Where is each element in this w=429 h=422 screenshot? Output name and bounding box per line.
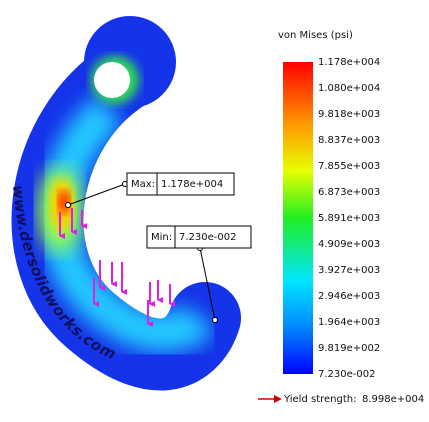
min-label: Min: xyxy=(151,232,172,243)
color-bar xyxy=(283,62,313,374)
min-value: 7.230e-002 xyxy=(179,232,236,243)
legend-label: 7.230e-002 xyxy=(318,369,375,380)
legend-label: 1.178e+004 xyxy=(318,57,380,68)
yield-label: Yield strength: xyxy=(283,394,356,405)
legend-label: 1.080e+004 xyxy=(318,83,380,94)
legend-label: 9.818e+003 xyxy=(318,109,380,120)
legend-label: 7.855e+003 xyxy=(318,161,380,172)
min-callout: Min: 7.230e-002 xyxy=(146,225,252,323)
legend-label: 4.909e+003 xyxy=(318,239,380,250)
legend-label: 8.837e+003 xyxy=(318,135,380,146)
legend-label: 2.946e+003 xyxy=(318,291,380,302)
max-label: Max: xyxy=(131,179,155,190)
legend-label: 9.819e+002 xyxy=(318,343,380,354)
legend-label: 6.873e+003 xyxy=(318,187,380,198)
part xyxy=(0,0,260,400)
load-arrows xyxy=(59,208,175,327)
yield-strength: Yield strength: 8.998e+004 xyxy=(258,394,424,405)
max-value: 1.178e+004 xyxy=(161,179,223,190)
legend-title: von Mises (psi) xyxy=(278,30,353,41)
yield-value: 8.998e+004 xyxy=(362,394,424,405)
legend-label: 5.891e+003 xyxy=(318,213,380,224)
legend-label: 3.927e+003 xyxy=(318,265,380,276)
max-callout: Max: 1.178e+004 xyxy=(65,172,235,208)
legend-labels: 1.178e+004 1.080e+004 9.818e+003 8.837e+003… xyxy=(318,57,380,380)
legend-label: 1.964e+003 xyxy=(318,317,380,328)
